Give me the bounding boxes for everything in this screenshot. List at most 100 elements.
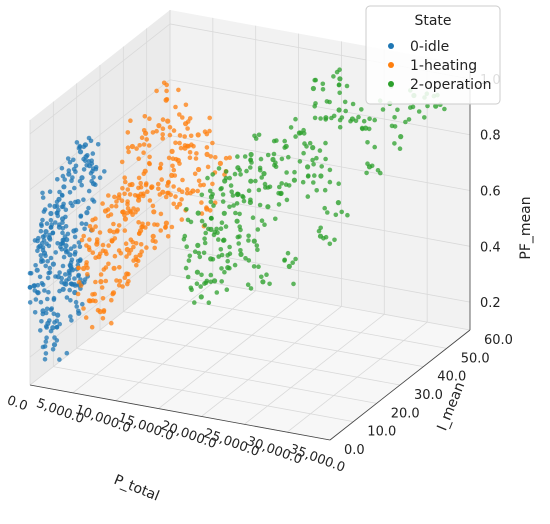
point-0-18-2 [69,178,74,183]
point-0-18 [79,175,85,181]
point-0-29-5 [42,344,48,349]
point-1-8-5 [136,185,141,191]
point-1-23-4 [171,167,177,173]
point-0-9 [60,286,66,292]
grid-z-back-1 [169,190,471,247]
point-2-21-3 [277,184,282,190]
point-1-27-3 [101,309,107,315]
point-0-32-4 [89,161,95,166]
point-1-1-4 [105,207,111,212]
point-1-29-2 [135,258,141,264]
point-0-20-4 [50,230,56,236]
point-0-14-2 [51,295,57,301]
point-1-6-4 [97,251,103,257]
point-1-3-5 [127,192,133,197]
point-1-31 [163,220,169,226]
point-0-7-5 [53,250,58,255]
point-1-40-2 [180,115,185,120]
point-2-6-3 [215,230,220,235]
point-1-39-4 [127,182,133,188]
point-2-34-3 [392,115,397,120]
point-1-18-0 [188,133,194,139]
point-0-13-0 [57,321,62,327]
point-1-23-2 [182,134,187,139]
point-0-28-1 [39,223,44,229]
point-0-32-2 [81,144,87,150]
series-0-idle [27,135,107,362]
point-2-41-4 [256,264,261,270]
point-2-24-3 [322,187,328,193]
point-2-2-2 [210,172,215,177]
point-1-10-5 [98,272,104,277]
point-2-34-2 [372,117,378,123]
point-1-6-3 [114,229,120,234]
point-2-20-3 [257,202,263,208]
point-2-17-2 [274,138,279,143]
point-1-24-4 [192,171,198,177]
point-2-20-2 [262,222,267,227]
point-1-38-0 [125,206,131,211]
point-0-33-2 [91,175,96,180]
point-1-4-0 [147,154,152,160]
point-2-26-5 [222,269,227,275]
point-1-44-3 [154,88,159,94]
point-0-17-4 [73,199,78,205]
grid-y-floor-6 [169,274,471,331]
point-2-16 [270,156,276,163]
series-1-heating [75,80,232,330]
point-2-8-1 [233,210,238,216]
point-1-20-4 [125,145,131,150]
point-2-20-1 [273,216,278,222]
point-1-21-5 [141,142,147,147]
point-1-14-2 [139,224,144,230]
point-0-29-1 [64,350,70,356]
point-1-17-1 [173,140,178,146]
point-0-29-4 [42,357,48,362]
point-0-38-5 [72,283,78,288]
point-1-4-4 [138,180,143,186]
point-1-41-3 [160,136,165,141]
grid-z-back-2 [169,135,471,191]
legend-label-operation: 2-operation [410,77,491,93]
point-2-2-1 [229,189,234,194]
point-1-39-0 [125,210,130,216]
point-2-40-3 [291,281,296,287]
point-1-15-1 [173,194,178,199]
point-1-38 [120,209,126,215]
point-2-7-1 [219,220,225,225]
point-2-23-0 [300,179,306,185]
point-1-37-5 [100,242,106,248]
point-2-26-1 [224,287,230,293]
point-2-3-5 [235,154,240,159]
point-2-15-1 [259,175,265,180]
point-2-25 [198,294,204,300]
point-2-8-2 [241,198,247,204]
point-1-40-4 [177,112,182,117]
point-0-8-1 [47,265,53,271]
point-2-43-1 [331,74,336,79]
point-0-15 [67,252,73,258]
point-1-21-3 [134,146,139,151]
point-1-28-2 [117,265,122,270]
point-1-28-5 [122,275,128,281]
point-1-2-3 [109,203,114,209]
point-0-6-1 [48,255,54,261]
point-1-31-4 [165,234,171,239]
point-2-14-1 [250,215,256,220]
grid-z-left-4 [29,23,171,135]
point-2-33-0 [365,140,370,145]
point-0-27-5 [27,270,33,276]
point-2-24-0 [314,188,320,193]
point-2-15-4 [256,187,262,193]
point-1-44-2 [161,80,167,86]
point-0-29 [51,342,58,348]
point-2-0-2 [188,219,194,225]
point-2-38-5 [333,212,339,218]
point-0-18-4 [66,168,72,173]
point-1-34-2 [199,200,204,205]
point-0-16-3 [77,244,83,249]
point-1-1-3 [112,194,117,200]
point-2-41-1 [264,272,269,278]
point-2-16-0 [272,163,277,168]
